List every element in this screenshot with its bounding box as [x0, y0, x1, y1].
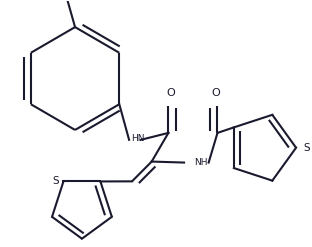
- Text: S: S: [303, 143, 310, 153]
- Text: HN: HN: [131, 134, 144, 143]
- Text: O: O: [211, 88, 220, 98]
- Text: NH: NH: [194, 158, 207, 167]
- Text: S: S: [52, 176, 59, 186]
- Text: O: O: [166, 88, 175, 98]
